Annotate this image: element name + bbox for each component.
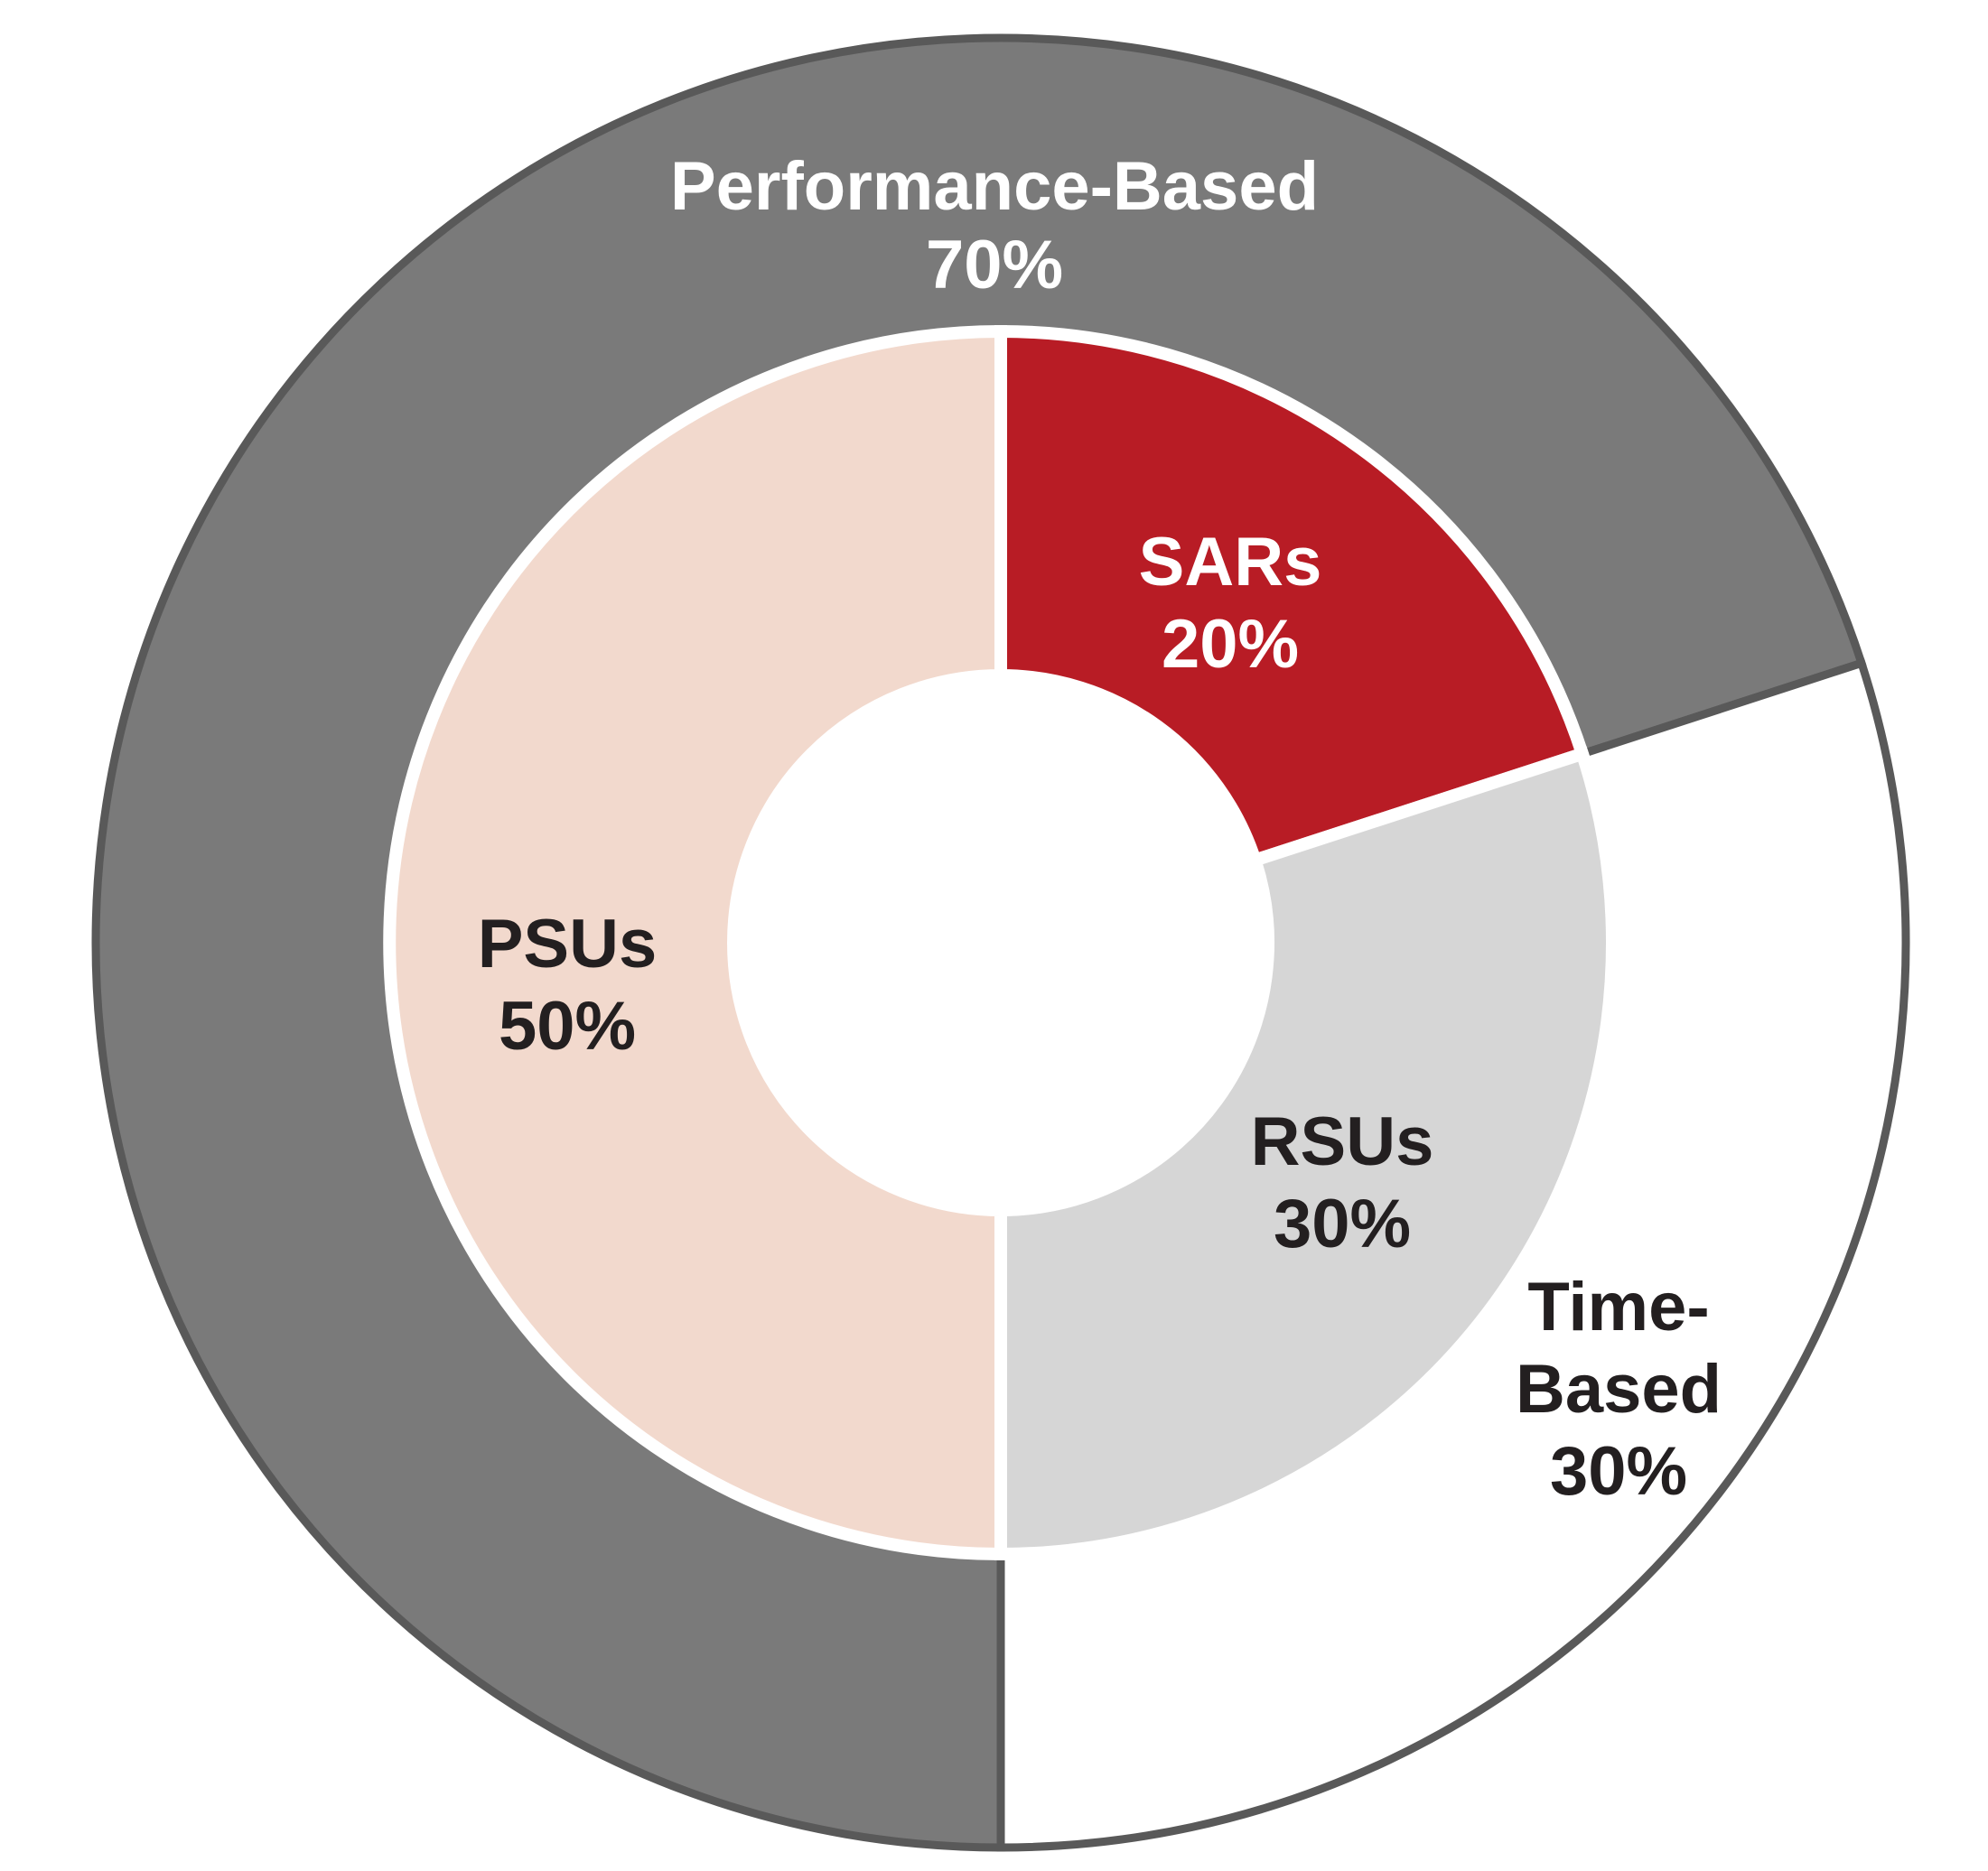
slice-label-line: Based <box>1516 1351 1722 1428</box>
slice-label: Performance-Based <box>670 148 1319 225</box>
slice-value-label: 20% <box>1162 606 1299 683</box>
slice-value-label: 70% <box>926 227 1063 303</box>
donut-slice <box>994 745 1619 1561</box>
donut-slice <box>383 324 1007 1561</box>
slice-value-label: 30% <box>1274 1186 1411 1262</box>
slice-value-label: 30% <box>1550 1433 1687 1510</box>
slice-label: RSUs <box>1251 1103 1434 1180</box>
slice-label: SARs <box>1139 524 1322 600</box>
donut-slice <box>994 324 1591 869</box>
slice-value-label: 50% <box>499 988 636 1065</box>
slice-label-line: Time- <box>1527 1269 1709 1345</box>
slice-label: Time-Based <box>1516 1269 1722 1428</box>
slice-label: PSUs <box>478 906 658 982</box>
